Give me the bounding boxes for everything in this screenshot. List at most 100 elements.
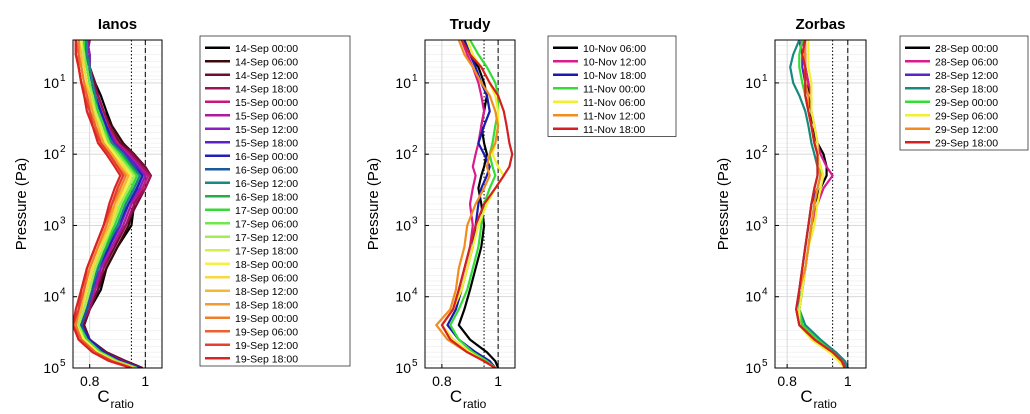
y-tick-exponent: 4 [412,287,418,298]
legend-label: 19-Sep 00:00 [235,313,298,325]
legend-label: 18-Sep 18:00 [235,299,298,311]
x-axis-label: C [97,387,109,406]
y-tick-label: 10 [745,289,761,305]
legend-label: 29-Sep 12:00 [935,124,998,136]
legend-label: 16-Sep 12:00 [235,178,298,190]
series-line-3 [449,40,500,368]
legend-label: 18-Sep 06:00 [235,272,298,284]
series-line-23 [73,40,132,368]
legend-label: 19-Sep 12:00 [235,340,298,352]
legend-label: 29-Sep 00:00 [935,97,998,109]
series-group-0 [73,40,152,368]
y-tick-label: 10 [43,146,59,162]
x-tick-label: 0.8 [777,373,797,389]
y-tick-exponent: 1 [412,73,418,84]
y-tick-label: 10 [43,289,59,305]
y-tick-label: 10 [745,75,761,91]
series-line-14 [77,40,136,368]
x-tick-label: 0.8 [80,373,100,389]
legend-label: 28-Sep 12:00 [935,70,998,82]
legend-label: 11-Nov 00:00 [583,83,645,95]
legend-label: 18-Sep 00:00 [235,259,298,271]
series-line-5 [435,40,500,368]
axes-box [424,39,516,369]
legend-label: 16-Sep 06:00 [235,164,298,176]
legend-box [899,35,1029,151]
series-group-2 [789,40,849,368]
legend-label: 29-Sep 06:00 [935,110,998,122]
y-tick-exponent: 4 [762,287,768,298]
y-tick-exponent: 3 [60,215,66,226]
axes-box [72,39,163,369]
panel-title: Trudy [450,16,491,33]
y-tick-exponent: 5 [412,358,418,369]
y-tick-exponent: 2 [412,144,418,155]
legend-box [547,35,677,137]
legend-box [199,35,351,367]
y-tick-label: 10 [395,75,411,91]
legend-label: 16-Sep 00:00 [235,151,298,163]
legend-label: 14-Sep 12:00 [235,70,298,82]
legend-label: 17-Sep 00:00 [235,205,298,217]
series-line-7 [795,40,846,368]
legend-label: 15-Sep 18:00 [235,137,298,149]
y-axis-label: Pressure (Pa) [13,158,30,251]
y-tick-exponent: 1 [762,73,768,84]
legend-label: 11-Nov 12:00 [583,110,645,122]
y-tick-exponent: 2 [60,144,66,155]
x-axis-label: C [800,387,812,406]
legend-label: 17-Sep 06:00 [235,218,298,230]
x-tick-label: 0.8 [432,373,452,389]
x-axis-label: C [450,387,462,406]
x-axis-label-subscript: ratio [111,397,135,411]
legend-label: 16-Sep 18:00 [235,191,298,203]
legend-label: 19-Sep 18:00 [235,353,298,365]
grid-2 [775,40,866,369]
legend-label: 14-Sep 18:00 [235,83,298,95]
legend-label: 14-Sep 00:00 [235,43,298,55]
legend-label: 10-Nov 12:00 [583,56,646,68]
x-axis-label-subscript: ratio [463,397,487,411]
y-axis-label: Pressure (Pa) [365,158,382,251]
y-tick-exponent: 5 [762,358,768,369]
legend-label: 10-Nov 06:00 [583,43,646,55]
y-tick-label: 10 [395,217,411,233]
axes-box [774,39,867,369]
legend-label: 17-Sep 18:00 [235,245,298,257]
y-tick-exponent: 3 [762,215,768,226]
y-tick-label: 10 [395,360,411,376]
x-tick-label: 1 [141,373,149,389]
legend-label: 18-Sep 12:00 [235,286,298,298]
y-tick-exponent: 5 [60,358,66,369]
y-tick-label: 10 [745,360,761,376]
legend-label: 11-Nov 18:00 [583,124,645,136]
legend-label: 28-Sep 18:00 [935,83,998,95]
y-tick-exponent: 3 [412,215,418,226]
y-tick-label: 10 [395,146,411,162]
legend-label: 17-Sep 12:00 [235,232,298,244]
y-tick-label: 10 [43,217,59,233]
y-tick-label: 10 [43,75,59,91]
legend-label: 28-Sep 06:00 [935,56,998,68]
series-line-6 [440,40,514,368]
x-tick-label: 1 [844,373,852,389]
panel-title: Ianos [98,16,137,33]
x-axis-label-subscript: ratio [814,397,838,411]
y-tick-exponent: 2 [762,144,768,155]
legend-label: 15-Sep 06:00 [235,110,298,122]
y-tick-label: 10 [43,360,59,376]
y-axis-label: Pressure (Pa) [715,158,732,251]
panel-title: Zorbas [795,16,845,33]
legend-label: 29-Sep 18:00 [935,137,998,149]
legend-label: 14-Sep 06:00 [235,56,298,68]
legend-label: 15-Sep 12:00 [235,124,298,136]
y-tick-exponent: 1 [60,73,66,84]
legend-label: 28-Sep 00:00 [935,43,998,55]
